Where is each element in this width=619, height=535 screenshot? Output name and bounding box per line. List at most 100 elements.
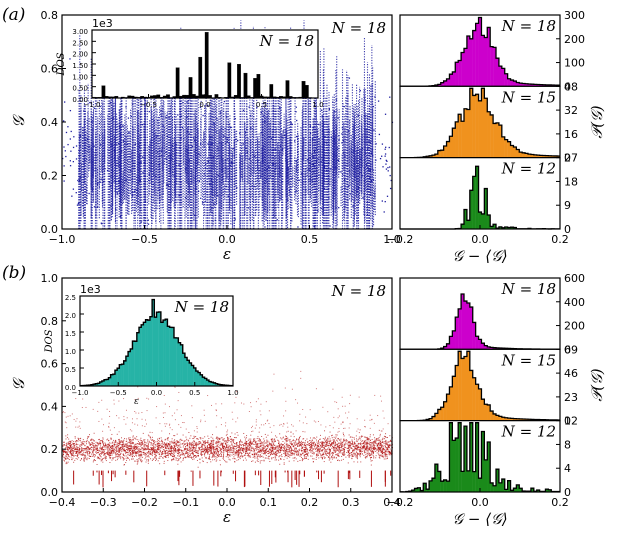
level-spacing-b-point xyxy=(214,451,216,453)
histograms-a-bar xyxy=(481,35,485,87)
level-spacing-a-point xyxy=(180,137,182,139)
level-spacing-b-point xyxy=(356,440,358,442)
level-spacing-a-point xyxy=(126,143,128,146)
level-spacing-b-point xyxy=(117,444,119,446)
histograms-a-bar xyxy=(432,155,436,158)
level-spacing-b-point xyxy=(282,444,284,446)
level-spacing-a-point xyxy=(381,155,383,157)
level-spacing-b-point xyxy=(251,447,253,449)
level-spacing-b-point xyxy=(102,437,104,439)
level-spacing-b-point xyxy=(367,439,369,441)
level-spacing-b-point xyxy=(262,456,264,458)
level-spacing-b-point xyxy=(372,445,374,447)
level-spacing-a-point xyxy=(110,175,112,177)
level-spacing-a-point xyxy=(209,183,211,186)
level-spacing-b-point xyxy=(168,448,170,450)
level-spacing-a-point xyxy=(378,133,381,136)
level-spacing-b-point xyxy=(313,453,315,455)
level-spacing-b-point xyxy=(86,443,88,445)
level-spacing-b-point xyxy=(266,442,268,444)
level-spacing-a-point xyxy=(155,157,157,159)
level-spacing-b-point xyxy=(201,443,203,445)
level-spacing-b-point xyxy=(98,450,100,452)
level-spacing-b-point xyxy=(142,444,144,446)
level-spacing-b-point xyxy=(91,441,93,443)
level-spacing-a-point xyxy=(367,146,369,149)
level-spacing-b-point xyxy=(276,436,278,438)
level-spacing-b-point xyxy=(390,454,392,456)
level-spacing-b-point xyxy=(195,456,197,458)
level-spacing-b-point xyxy=(386,441,388,443)
level-spacing-b-point xyxy=(84,455,86,457)
level-spacing-a-point xyxy=(210,179,213,181)
level-spacing-a-point xyxy=(119,126,121,128)
level-spacing-b-point xyxy=(212,453,214,455)
level-spacing-b-point xyxy=(288,450,290,452)
level-spacing-b-point xyxy=(382,455,384,457)
level-spacing-b-point xyxy=(92,442,94,444)
level-spacing-a-point xyxy=(273,170,276,172)
level-spacing-b-point xyxy=(294,443,296,445)
level-spacing-a-point xyxy=(226,116,228,118)
level-spacing-b-point xyxy=(268,443,270,445)
level-spacing-b-point xyxy=(225,450,227,452)
level-spacing-b-point xyxy=(370,454,372,456)
level-spacing-a-point xyxy=(312,163,314,165)
level-spacing-a-point xyxy=(278,107,281,109)
level-spacing-b-point xyxy=(131,447,133,449)
level-spacing-b-point xyxy=(333,451,335,453)
level-spacing-a-point xyxy=(263,145,265,147)
level-spacing-b-point xyxy=(312,443,314,445)
level-spacing-a-point xyxy=(295,106,297,108)
level-spacing-b-point xyxy=(238,452,240,454)
level-spacing-b-point xyxy=(88,447,90,449)
level-spacing-b-point xyxy=(380,451,382,453)
level-spacing-a-point xyxy=(148,110,150,113)
level-spacing-b-point xyxy=(351,440,353,442)
level-spacing-b-point xyxy=(92,461,94,463)
level-spacing-b-point xyxy=(172,454,174,456)
level-spacing-b-point xyxy=(226,449,228,451)
level-spacing-b-point xyxy=(236,431,238,433)
level-spacing-b-point xyxy=(292,457,294,459)
level-spacing-b-point xyxy=(227,438,229,440)
level-spacing-b-point xyxy=(379,444,381,446)
level-spacing-b-point xyxy=(283,450,285,452)
level-spacing-b-point xyxy=(276,445,278,447)
level-spacing-b-point xyxy=(371,448,373,450)
level-spacing-b-point xyxy=(225,440,227,442)
level-spacing-a-point xyxy=(158,164,160,166)
level-spacing-b-point xyxy=(167,454,169,456)
level-spacing-b-point xyxy=(209,455,211,457)
level-spacing-a-point xyxy=(326,169,328,172)
level-spacing-b-point xyxy=(285,452,287,454)
level-spacing-b-point xyxy=(271,449,273,451)
level-spacing-b-point xyxy=(190,450,192,452)
level-spacing-b-point xyxy=(137,462,139,464)
level-spacing-b-point xyxy=(330,455,332,457)
level-spacing-a-point xyxy=(133,168,135,170)
level-spacing-b-point xyxy=(388,446,390,448)
level-spacing-b-point xyxy=(202,441,204,443)
histograms-a-bar xyxy=(455,121,459,158)
level-spacing-b-point xyxy=(139,439,141,441)
level-spacing-b-point xyxy=(383,458,385,460)
level-spacing-b-point xyxy=(365,456,367,458)
level-spacing-b-point xyxy=(248,445,250,447)
level-spacing-b-point xyxy=(333,441,335,443)
level-spacing-b-point xyxy=(246,443,248,445)
level-spacing-a-point xyxy=(185,167,187,169)
level-spacing-b-point xyxy=(216,450,218,452)
level-spacing-b-point xyxy=(375,442,377,444)
histograms-a-bar xyxy=(481,88,485,158)
level-spacing-b-point xyxy=(162,457,164,459)
level-spacing-b-point xyxy=(217,444,219,446)
histograms-a-bar xyxy=(466,35,471,87)
level-spacing-b-point xyxy=(280,446,282,448)
level-spacing-b-point xyxy=(148,456,150,458)
level-spacing-b-point xyxy=(91,438,93,440)
level-spacing-b-point xyxy=(165,444,167,446)
level-spacing-b-point xyxy=(377,439,379,441)
histograms-a-bar xyxy=(437,84,441,87)
level-spacing-a-point xyxy=(98,122,101,125)
